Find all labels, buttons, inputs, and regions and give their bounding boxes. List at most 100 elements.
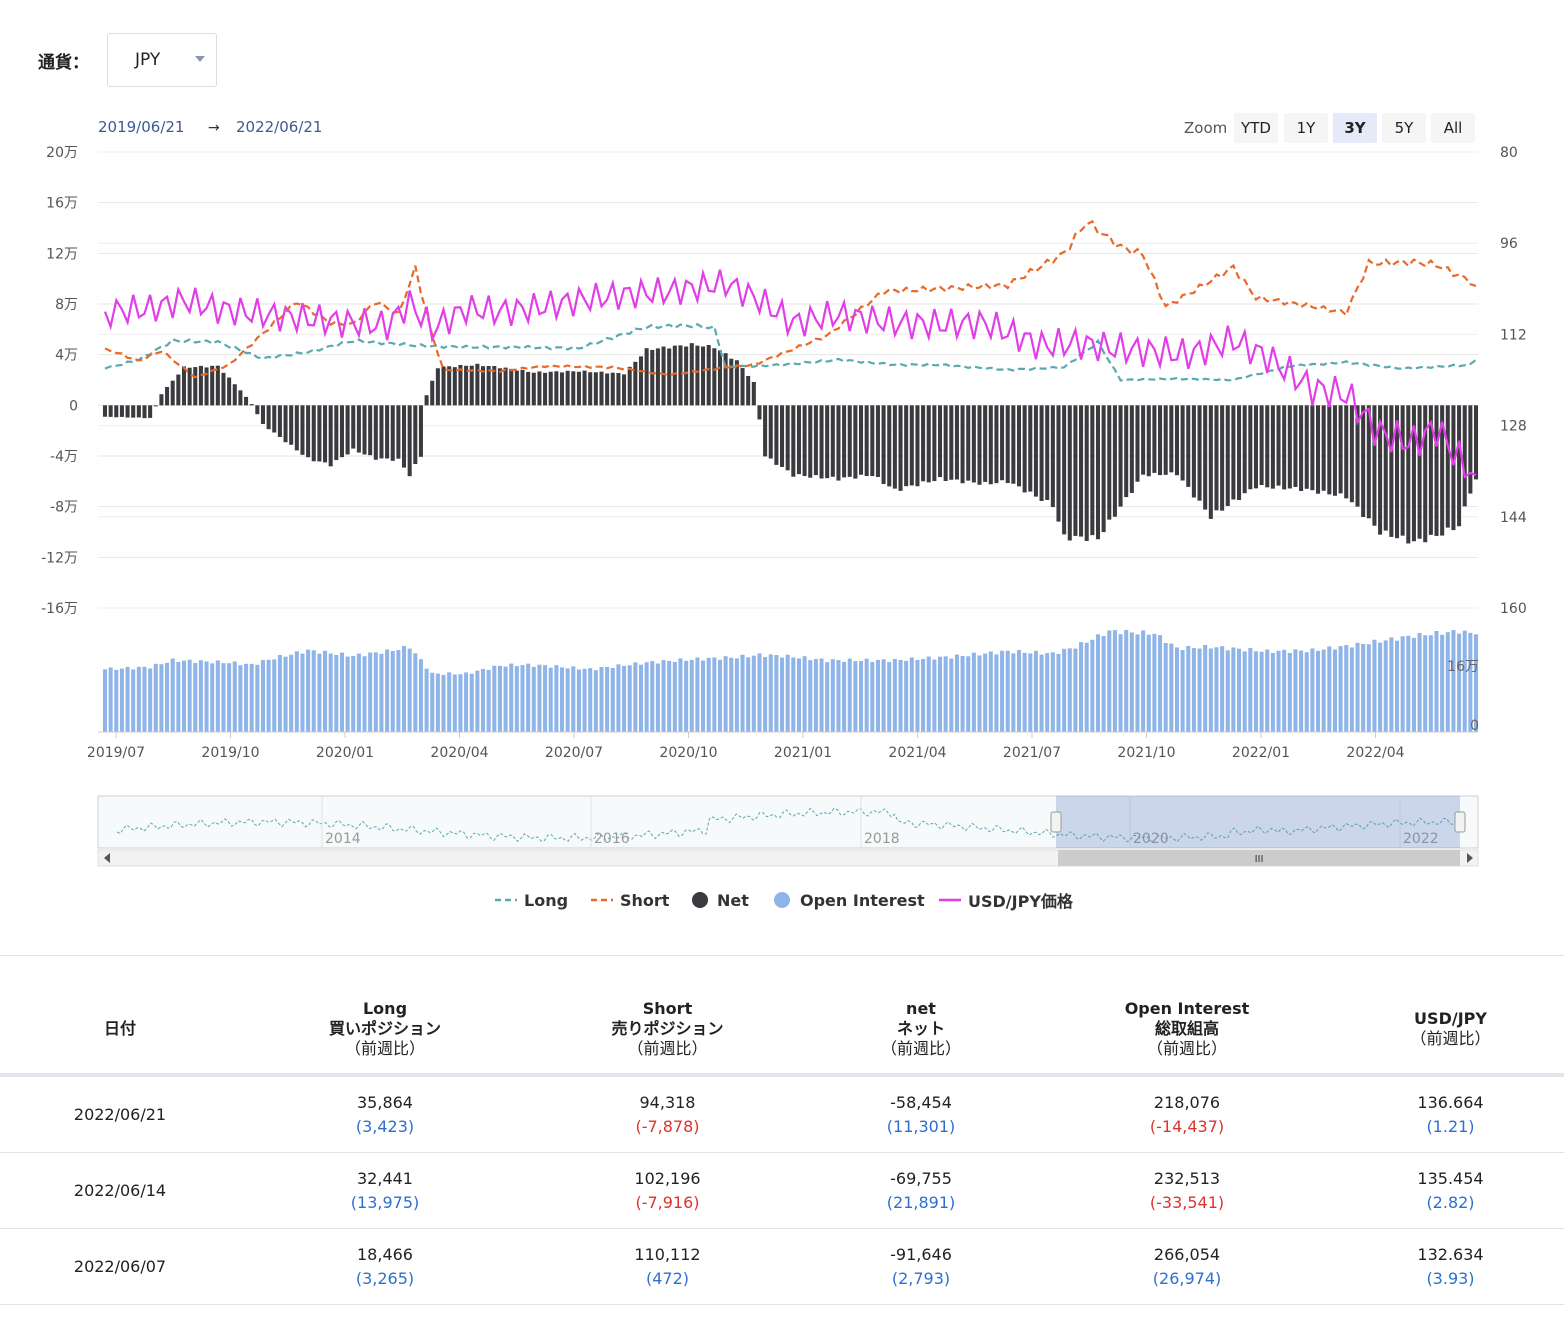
- cell-net: -91,646 (2,793): [805, 1228, 1037, 1305]
- net-bar: [1327, 405, 1332, 495]
- oi-bar: [385, 649, 390, 732]
- net-bar: [1473, 405, 1479, 480]
- net-bar: [1062, 405, 1067, 535]
- oi-bar: [1366, 644, 1371, 732]
- oi-bar: [983, 653, 988, 732]
- legend-net[interactable]: Net: [692, 886, 749, 914]
- oi-bar: [610, 668, 615, 732]
- net-bar: [1197, 405, 1202, 501]
- cell-value: 110,112: [634, 1244, 701, 1264]
- oi-bar: [1287, 652, 1292, 732]
- net-bar: [193, 367, 198, 406]
- scroll-right-icon[interactable]: [1467, 853, 1473, 863]
- oi-bar: [464, 672, 469, 732]
- legend-open-interest[interactable]: Open Interest: [774, 886, 925, 914]
- oi-bar: [554, 665, 559, 732]
- oi-bar: [497, 665, 502, 732]
- header-oi-title: Open Interest: [1124, 999, 1250, 1018]
- net-bar: [1434, 405, 1439, 536]
- net-bar: [1237, 405, 1242, 500]
- oi-bar: [853, 661, 858, 732]
- oi-bar: [1299, 650, 1304, 732]
- zoom-button-all[interactable]: All: [1431, 113, 1475, 143]
- right-tick-label: 96: [1500, 236, 1518, 252]
- net-bar: [283, 405, 288, 443]
- cell-usdjpy: 135.454 (2.82): [1337, 1152, 1564, 1229]
- net-bar: [215, 365, 220, 406]
- oi-bar: [717, 659, 722, 732]
- net-bar: [576, 371, 581, 406]
- net-bar: [1316, 405, 1321, 494]
- oi-bar: [909, 657, 914, 732]
- oi-bar: [1473, 634, 1479, 732]
- net-bar: [842, 405, 847, 478]
- net-bar: [977, 405, 982, 485]
- oi-bar: [926, 656, 931, 732]
- cell-value: 135.454: [1417, 1168, 1484, 1188]
- oi-tick-label: 0: [1470, 718, 1479, 734]
- oi-bar: [339, 652, 344, 732]
- scrollbar-thumb[interactable]: [1058, 850, 1460, 866]
- navigator-handle[interactable]: [1454, 811, 1466, 833]
- oi-bar: [1310, 648, 1315, 732]
- zoom-button-label: 5Y: [1395, 119, 1415, 137]
- oi-bar: [706, 657, 711, 732]
- zoom-button-ytd[interactable]: YTD: [1234, 113, 1278, 143]
- oi-bar: [605, 666, 610, 732]
- currency-select[interactable]: JPY: [107, 33, 217, 87]
- net-bar: [921, 405, 926, 482]
- oi-bar: [729, 657, 734, 732]
- oi-bar: [114, 669, 119, 732]
- navigator-year-label: 2020: [1133, 831, 1169, 847]
- legend-net-label: Net: [717, 890, 749, 910]
- zoom-button-3y[interactable]: 3Y: [1333, 113, 1377, 143]
- oi-bar: [402, 645, 407, 732]
- net-bar: [881, 405, 886, 485]
- cell-value: -58,454: [890, 1092, 952, 1112]
- zoom-button-bg: [1284, 113, 1328, 143]
- net-bar: [1079, 405, 1084, 537]
- legend-price[interactable]: USD/JPY価格: [939, 886, 1073, 914]
- net-bar: [1056, 405, 1061, 522]
- oi-bar: [763, 657, 768, 732]
- oi-bar: [232, 661, 237, 732]
- dashed-line-icon: [495, 898, 517, 902]
- oi-bar: [796, 658, 801, 732]
- price-line: [103, 268, 1477, 479]
- scroll-left-icon[interactable]: [104, 853, 110, 863]
- header-net: net ネット （前週比）: [805, 985, 1037, 1077]
- oi-bar: [1253, 651, 1258, 732]
- net-bar: [548, 371, 553, 406]
- net-bar: [102, 405, 108, 417]
- cell-usdjpy: 136.664 (1.21): [1337, 1075, 1564, 1153]
- legend-long[interactable]: Long: [495, 886, 568, 914]
- header-long: Long 買いポジション （前週比）: [240, 985, 530, 1077]
- oi-bar: [904, 660, 909, 732]
- zoom-button-1y[interactable]: 1Y: [1284, 113, 1328, 143]
- right-tick-label: 144: [1500, 510, 1527, 526]
- table-row: 2022/06/14 32,441 (13,975) 102,196 (-7,916) -…: [0, 1152, 1564, 1229]
- legend-short[interactable]: Short: [591, 886, 669, 914]
- net-bar: [153, 405, 158, 407]
- cell-short: 94,318 (-7,878): [530, 1075, 805, 1153]
- net-bar: [887, 405, 892, 487]
- oi-bar: [1468, 632, 1473, 732]
- net-bar: [909, 405, 914, 486]
- net-bar: [892, 405, 897, 489]
- cell-open-interest: 218,076 (-14,437): [1037, 1075, 1337, 1153]
- navigator-handle[interactable]: [1050, 811, 1062, 833]
- zoom-button-5y[interactable]: 5Y: [1382, 113, 1426, 143]
- net-bar: [368, 405, 373, 456]
- range-to: 2022/06/21: [236, 118, 322, 136]
- net-bar: [1355, 405, 1360, 507]
- oi-bar: [695, 657, 700, 732]
- net-bar: [277, 405, 282, 437]
- oi-bar: [1265, 649, 1270, 732]
- net-bar: [435, 368, 440, 406]
- long-line: [104, 322, 1477, 382]
- left-tick-label: 8万: [55, 297, 78, 313]
- net-bar: [1163, 405, 1168, 475]
- net-bar: [1118, 405, 1123, 507]
- cell-value: 132.634: [1417, 1244, 1484, 1264]
- left-tick-label: 4万: [55, 348, 78, 364]
